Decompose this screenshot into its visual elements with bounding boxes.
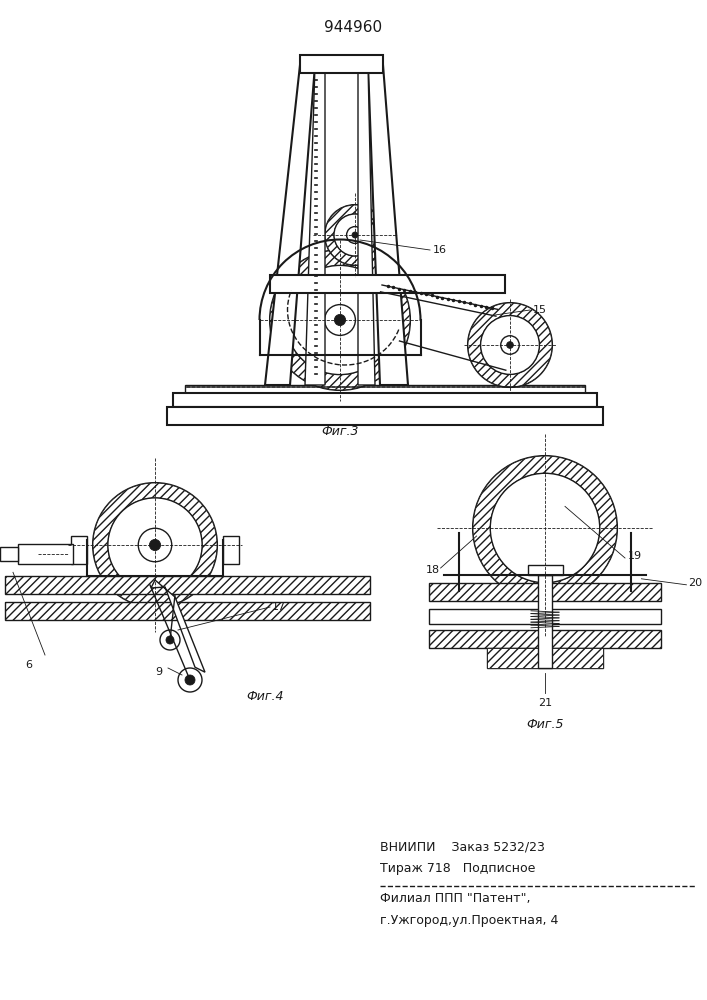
Bar bbox=[428, 583, 662, 601]
Bar bbox=[527, 565, 563, 575]
Circle shape bbox=[270, 250, 410, 390]
Circle shape bbox=[149, 539, 160, 551]
Bar bbox=[428, 609, 662, 624]
Text: Фиг.5: Фиг.5 bbox=[526, 718, 563, 731]
Circle shape bbox=[507, 342, 513, 348]
Circle shape bbox=[468, 303, 552, 387]
Polygon shape bbox=[265, 65, 315, 385]
Bar bbox=[223, 536, 239, 564]
Bar bbox=[71, 536, 87, 564]
Circle shape bbox=[93, 483, 217, 607]
Circle shape bbox=[178, 668, 202, 692]
Bar bbox=[487, 648, 602, 668]
Circle shape bbox=[108, 498, 202, 592]
Text: ВНИИПИ    Заказ 5232/23: ВНИИПИ Заказ 5232/23 bbox=[380, 840, 545, 853]
Wedge shape bbox=[473, 456, 617, 600]
Circle shape bbox=[139, 528, 172, 562]
Text: 16: 16 bbox=[433, 245, 447, 255]
Text: Филиал ППП "Патент",: Филиал ППП "Патент", bbox=[380, 892, 530, 905]
Text: 6: 6 bbox=[25, 660, 32, 670]
Bar bbox=[5, 576, 370, 594]
Wedge shape bbox=[93, 483, 217, 607]
Text: 21: 21 bbox=[538, 698, 552, 708]
Text: 18: 18 bbox=[426, 565, 440, 575]
Circle shape bbox=[185, 675, 195, 685]
Bar bbox=[300, 55, 383, 73]
Bar bbox=[0, 547, 18, 561]
Text: 9: 9 bbox=[155, 667, 162, 677]
Polygon shape bbox=[305, 65, 325, 385]
Bar bbox=[167, 407, 603, 425]
Bar bbox=[5, 602, 370, 620]
Bar bbox=[538, 575, 552, 668]
Wedge shape bbox=[468, 303, 552, 387]
Circle shape bbox=[473, 456, 617, 600]
Circle shape bbox=[160, 630, 180, 650]
Circle shape bbox=[325, 205, 385, 265]
Circle shape bbox=[490, 473, 600, 583]
Bar bbox=[487, 648, 602, 668]
Text: 19: 19 bbox=[628, 551, 642, 561]
Text: г.Ужгород,ул.Проектная, 4: г.Ужгород,ул.Проектная, 4 bbox=[380, 914, 559, 927]
Text: 20: 20 bbox=[689, 578, 703, 588]
Text: 15: 15 bbox=[533, 305, 547, 315]
Polygon shape bbox=[151, 580, 205, 672]
Bar bbox=[173, 393, 597, 407]
Circle shape bbox=[325, 305, 356, 335]
Bar bbox=[5, 602, 370, 620]
Circle shape bbox=[334, 314, 346, 326]
Circle shape bbox=[334, 214, 376, 256]
Bar bbox=[487, 648, 602, 668]
Circle shape bbox=[352, 232, 358, 238]
Bar bbox=[428, 630, 662, 648]
Text: 17: 17 bbox=[272, 602, 286, 612]
Wedge shape bbox=[270, 250, 410, 390]
Circle shape bbox=[166, 636, 174, 644]
Bar bbox=[185, 385, 585, 393]
Text: Фиг.3: Фиг.3 bbox=[321, 425, 358, 438]
Circle shape bbox=[481, 316, 539, 374]
Bar bbox=[18, 544, 73, 564]
Text: 944960: 944960 bbox=[324, 20, 382, 35]
Text: Фиг.4: Фиг.4 bbox=[246, 690, 284, 703]
Wedge shape bbox=[325, 205, 385, 265]
Polygon shape bbox=[368, 65, 408, 385]
Bar bbox=[270, 275, 505, 293]
Bar bbox=[5, 576, 370, 594]
Circle shape bbox=[286, 265, 395, 375]
Circle shape bbox=[501, 336, 519, 354]
Polygon shape bbox=[358, 65, 375, 385]
Bar bbox=[428, 583, 662, 601]
Text: Тираж 718   Подписное: Тираж 718 Подписное bbox=[380, 862, 535, 875]
Circle shape bbox=[346, 227, 363, 243]
Bar bbox=[428, 630, 662, 648]
